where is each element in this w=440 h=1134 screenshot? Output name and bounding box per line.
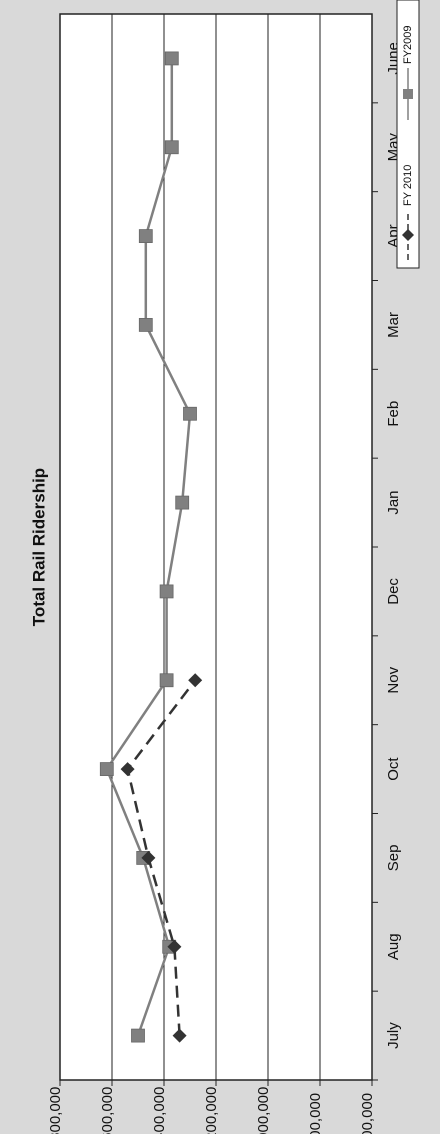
value-tick-label: 800,000 (307, 1093, 324, 1134)
series-line (105, 58, 192, 1036)
value-tick-label: 1,400,000 (151, 1087, 168, 1134)
legend-label: FY2009 (402, 25, 414, 64)
data-point (167, 939, 182, 954)
data-point (138, 318, 153, 332)
value-tick-label: 600,000 (359, 1093, 376, 1134)
data-point (183, 406, 197, 421)
data-point (131, 1028, 145, 1043)
legend-box (396, 0, 420, 269)
data-point (172, 1028, 187, 1043)
category-tick-label: Feb (385, 401, 402, 427)
data-point (188, 673, 203, 688)
category-tick-label: Jan (385, 490, 402, 514)
category-tick-label: July (385, 1022, 402, 1049)
chart-title: Total Rail Ridership (29, 468, 48, 626)
value-tick-label: 1,800,000 (47, 1087, 64, 1134)
category-tick-label: Nov (385, 666, 402, 693)
legend-label: FY 2010 (402, 165, 414, 206)
category-tick-label: Sep (385, 845, 402, 872)
data-point (159, 584, 174, 599)
category-tick-label: Dec (385, 578, 402, 605)
data-point (120, 762, 135, 777)
data-point (164, 140, 179, 155)
data-point (138, 229, 153, 243)
data-point (164, 51, 179, 66)
data-point (175, 495, 190, 510)
data-point (159, 673, 174, 688)
category-tick-label: Mar (385, 312, 402, 338)
value-tick-label: 1,600,000 (99, 1087, 116, 1134)
value-tick-label: 1,200,000 (203, 1087, 220, 1134)
legend-marker (402, 229, 414, 241)
category-tick-label: Aug (385, 933, 402, 960)
value-tick-label: 1,000,000 (255, 1087, 272, 1134)
category-tick-label: Oct (385, 757, 402, 781)
data-point (141, 850, 156, 865)
data-point (99, 762, 114, 776)
legend-marker (403, 89, 413, 99)
